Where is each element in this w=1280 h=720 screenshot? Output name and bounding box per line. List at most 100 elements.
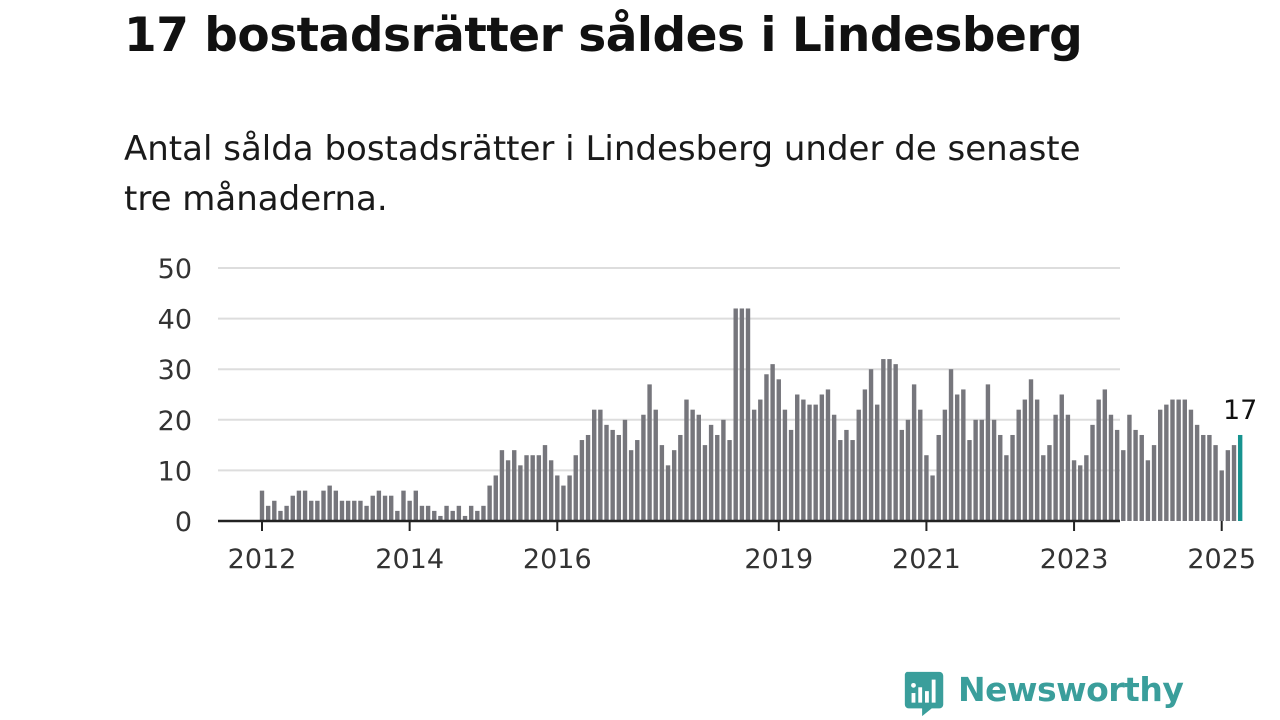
bar <box>1139 434 1144 521</box>
bar <box>610 429 615 521</box>
bar <box>678 434 683 521</box>
bar <box>530 455 535 521</box>
bar <box>370 495 375 521</box>
bar <box>432 510 437 521</box>
bar <box>567 475 572 521</box>
bar <box>1096 399 1101 521</box>
bars <box>259 308 1243 521</box>
bar <box>573 455 578 521</box>
bar <box>776 379 781 521</box>
bar <box>487 485 492 521</box>
bar <box>1213 445 1218 521</box>
bar <box>881 359 886 521</box>
bar <box>813 404 818 521</box>
bar <box>1047 445 1052 521</box>
bar <box>918 409 923 521</box>
bar <box>801 399 806 521</box>
bar <box>333 490 339 521</box>
bar <box>727 440 732 521</box>
headline: 17 bostadsrätter såldes i Lindesberg <box>124 8 1083 63</box>
x-axis-ticks: 2012 2014 2016 2019 2021 2023 2025 <box>228 521 1256 575</box>
bar <box>401 490 406 521</box>
bar <box>364 505 369 521</box>
bar <box>628 450 634 521</box>
bar <box>272 500 277 521</box>
bar <box>1207 434 1212 521</box>
bar <box>1133 429 1138 521</box>
bar <box>327 485 332 521</box>
bar <box>1188 409 1194 521</box>
bar <box>456 505 462 521</box>
bar <box>1084 455 1089 521</box>
bar <box>413 490 418 521</box>
bar <box>739 308 745 521</box>
bar <box>505 460 511 521</box>
bar <box>807 404 812 521</box>
bar <box>751 409 757 521</box>
bar <box>1225 450 1231 521</box>
bar <box>659 445 665 521</box>
bar <box>1194 424 1200 521</box>
bar <box>745 308 751 521</box>
y-axis-ticks: 0 10 20 30 40 50 <box>158 254 192 538</box>
gridlines <box>218 267 1120 472</box>
bar <box>425 505 431 521</box>
bar <box>395 510 400 521</box>
bar <box>499 450 505 521</box>
bar <box>844 429 849 521</box>
bar <box>948 369 954 521</box>
bar <box>1059 394 1064 521</box>
bar <box>930 475 935 521</box>
bar <box>376 490 382 521</box>
bar <box>1078 465 1083 521</box>
bar <box>1219 470 1224 521</box>
bar <box>1201 434 1206 521</box>
bar <box>352 500 357 521</box>
bar <box>450 510 455 521</box>
y-tick-label: 50 <box>158 254 192 285</box>
bar <box>764 374 769 521</box>
x-tick-label: 2016 <box>523 544 592 575</box>
bar <box>321 490 326 521</box>
bar <box>481 505 486 521</box>
bar <box>358 500 363 521</box>
bar <box>708 424 714 521</box>
bar <box>382 495 388 521</box>
bar <box>1164 404 1169 521</box>
x-tick-label: 2023 <box>1040 544 1109 575</box>
bar <box>524 455 529 521</box>
y-tick-label: 10 <box>158 456 192 487</box>
bar <box>592 409 597 521</box>
x-tick-label: 2025 <box>1187 544 1256 575</box>
bar <box>770 364 775 521</box>
bar <box>899 429 905 521</box>
bar <box>1176 399 1181 521</box>
bar <box>887 359 892 521</box>
bar-highlight <box>1237 434 1243 521</box>
bar <box>825 389 831 521</box>
y-tick-label: 30 <box>158 355 192 386</box>
bar <box>991 419 997 521</box>
bar <box>635 440 640 521</box>
bar <box>284 505 289 521</box>
bar <box>868 369 874 521</box>
subtitle: Antal sålda bostadsrätter i Lindesberg u… <box>124 129 1081 219</box>
newsworthy-logo-icon <box>904 671 944 717</box>
bar <box>893 364 898 521</box>
bar <box>259 490 265 521</box>
bar <box>924 455 929 521</box>
bar <box>967 440 972 521</box>
bar <box>1182 399 1187 521</box>
bar <box>1004 455 1009 521</box>
highlight-value-label: 17 <box>1223 395 1257 426</box>
bar <box>1151 445 1157 521</box>
x-tick-label: 2014 <box>375 544 444 575</box>
bar <box>265 505 271 521</box>
bar <box>419 505 425 521</box>
bar <box>309 500 314 521</box>
bar <box>671 450 677 521</box>
bar <box>493 475 498 521</box>
bar <box>561 485 566 521</box>
bar <box>702 445 708 521</box>
